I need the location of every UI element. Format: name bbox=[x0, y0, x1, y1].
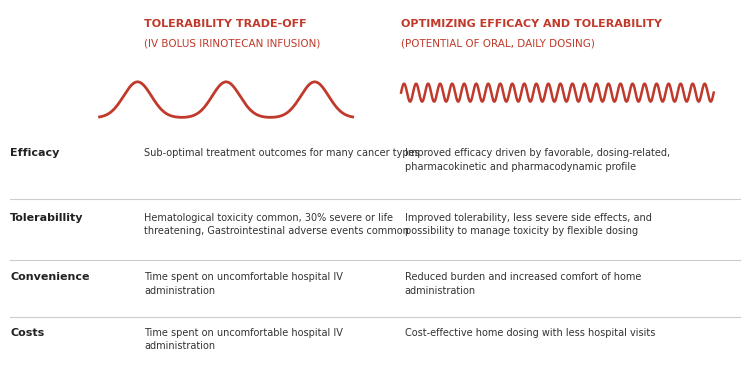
Text: Improved efficacy driven by favorable, dosing-related,
pharmacokinetic and pharm: Improved efficacy driven by favorable, d… bbox=[405, 148, 670, 172]
Text: Cost-effective home dosing with less hospital visits: Cost-effective home dosing with less hos… bbox=[405, 328, 656, 338]
Text: Costs: Costs bbox=[10, 328, 44, 338]
Text: Efficacy: Efficacy bbox=[10, 148, 59, 158]
Text: Reduced burden and increased comfort of home
administration: Reduced burden and increased comfort of … bbox=[405, 272, 641, 296]
Text: Convenience: Convenience bbox=[10, 272, 90, 283]
Text: Time spent on uncomfortable hospital IV
administration: Time spent on uncomfortable hospital IV … bbox=[144, 328, 343, 351]
Text: (IV BOLUS IRINOTECAN INFUSION): (IV BOLUS IRINOTECAN INFUSION) bbox=[144, 39, 320, 49]
Text: Hematological toxicity common, 30% severe or life
threatening, Gastrointestinal : Hematological toxicity common, 30% sever… bbox=[144, 213, 409, 236]
Text: Sub-optimal treatment outcomes for many cancer types: Sub-optimal treatment outcomes for many … bbox=[144, 148, 420, 158]
Text: Improved tolerability, less severe side effects, and
possibility to manage toxic: Improved tolerability, less severe side … bbox=[405, 213, 652, 236]
Text: OPTIMIZING EFFICACY AND TOLERABILITY: OPTIMIZING EFFICACY AND TOLERABILITY bbox=[401, 19, 662, 29]
Text: (POTENTIAL OF ORAL, DAILY DOSING): (POTENTIAL OF ORAL, DAILY DOSING) bbox=[401, 39, 595, 49]
Text: Tolerabillity: Tolerabillity bbox=[10, 213, 84, 223]
Text: Time spent on uncomfortable hospital IV
administration: Time spent on uncomfortable hospital IV … bbox=[144, 272, 343, 296]
Text: TOLERABILITY TRADE-OFF: TOLERABILITY TRADE-OFF bbox=[144, 19, 307, 29]
